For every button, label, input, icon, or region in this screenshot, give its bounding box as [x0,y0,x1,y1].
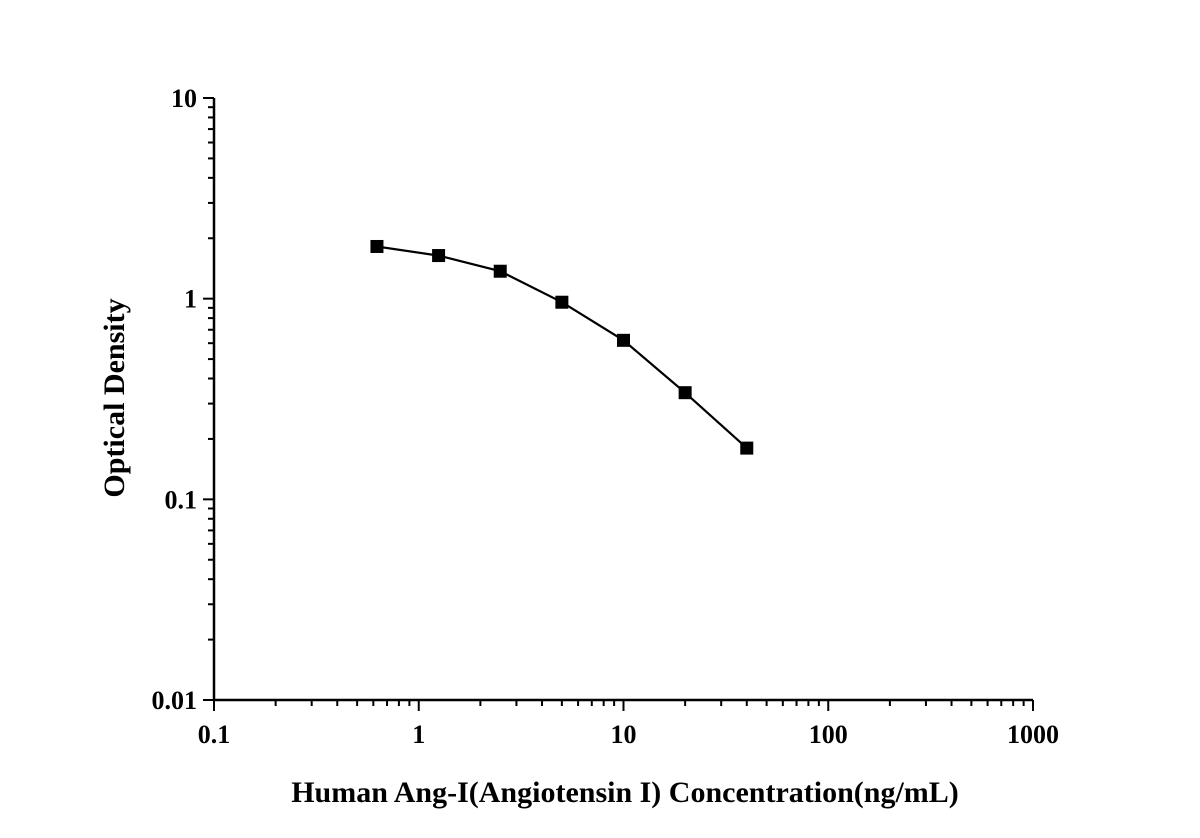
ticks [203,97,1034,711]
x-tick-label: 0.1 [198,720,231,749]
data-point-marker [740,441,754,455]
data-point-marker [493,264,507,278]
series-plot [370,239,754,455]
x-tick-label: 100 [809,720,848,749]
data-point-marker [432,249,446,263]
y-tick-label: 0.1 [165,485,198,514]
data-point-marker [370,239,384,253]
series-line [376,245,748,449]
data-point-marker [617,333,630,347]
y-axis-title: Optical Density [98,298,131,497]
data-point-marker [555,295,569,309]
data-point-marker [678,386,692,400]
y-tick-label: 0.01 [152,686,198,715]
axes [212,98,1033,702]
x-tick-label: 10 [611,720,637,749]
x-tick-label: 1000 [1007,720,1059,749]
x-axis-title: Human Ang-I(Angiotensin I) Concentration… [291,776,959,809]
y-tick-label: 10 [171,84,197,113]
x-tick-label: 1 [412,720,425,749]
y-tick-label: 1 [184,285,197,314]
